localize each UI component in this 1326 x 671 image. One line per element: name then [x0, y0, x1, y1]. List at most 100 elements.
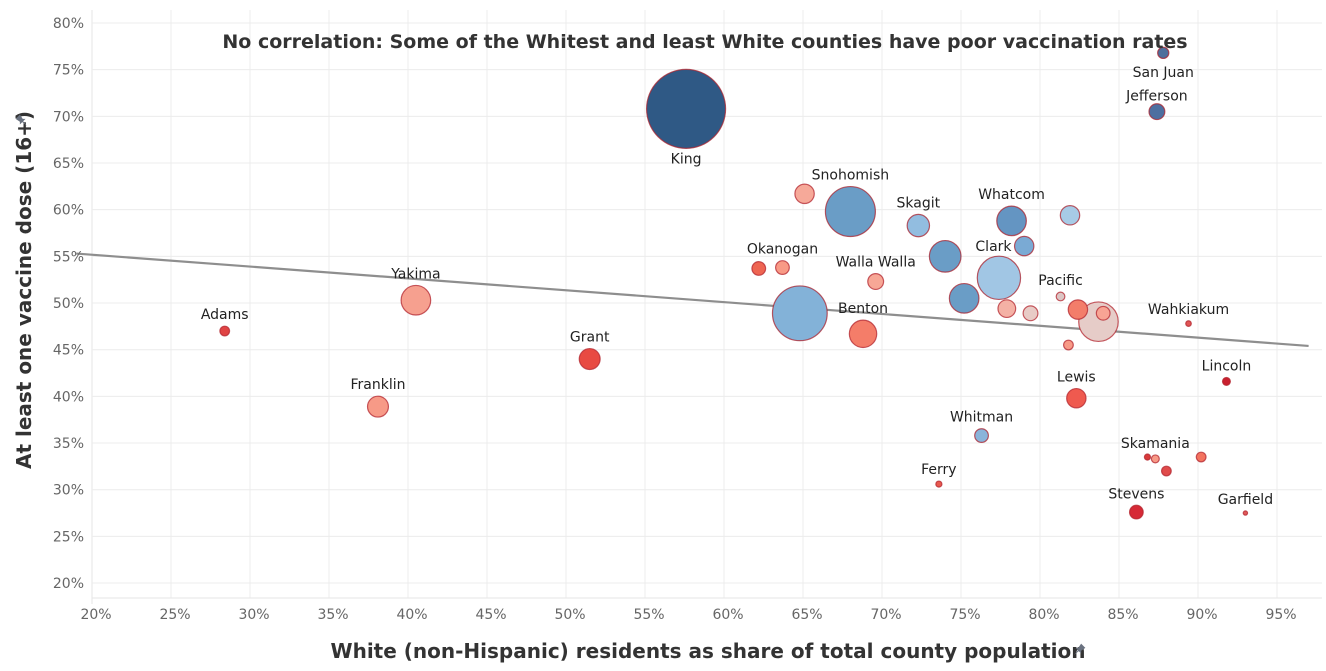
point-label: Yakima	[390, 266, 440, 282]
x-tick-label: 95%	[1265, 607, 1296, 623]
point-label: Wahkiakum	[1148, 302, 1229, 318]
y-tick-label: 30%	[53, 483, 84, 499]
y-tick-label: 70%	[53, 109, 84, 125]
point-label: Lewis	[1057, 370, 1096, 386]
data-point	[1059, 205, 1081, 226]
point-label: Benton	[838, 301, 888, 317]
point-label: Ferry	[921, 462, 956, 478]
data-point	[974, 428, 989, 444]
x-ticks: 20% 25% 30% 35% 40% 45% 50% 55% 60% 65% 70% 75% 80% 8…	[80, 607, 1296, 623]
grid	[91, 10, 1322, 604]
y-axis-pin-icon[interactable]	[15, 114, 30, 129]
data-point	[824, 185, 876, 238]
data-point	[578, 347, 601, 371]
data-point	[775, 260, 790, 275]
x-tick-label: 20%	[80, 607, 111, 623]
data-point	[1066, 387, 1087, 409]
point-label: Jefferson	[1125, 89, 1188, 105]
y-axis-title: At least one vaccine dose (16+)	[12, 111, 36, 469]
point-labels: King San Juan Jefferson Snohomish Skagit What…	[201, 65, 1273, 508]
y-tick-label: 20%	[53, 576, 84, 592]
x-tick-label: 55%	[633, 607, 664, 623]
data-point	[1160, 465, 1172, 477]
y-ticks: 20% 25% 30% 35% 40% 45% 50% 55% 60% 65% 70% 75% 80%	[53, 16, 84, 592]
data-point	[997, 299, 1017, 319]
point-label: Adams	[201, 307, 249, 323]
point-label: Garfield	[1218, 492, 1273, 508]
x-tick-label: 80%	[1028, 607, 1059, 623]
data-point	[794, 183, 815, 205]
y-tick-label: 25%	[53, 529, 84, 545]
chart-title: No correlation: Some of the Whitest and …	[222, 31, 1187, 53]
point-label: Whatcom	[978, 187, 1045, 203]
point-label: Skamania	[1121, 436, 1190, 452]
x-axis-title: White (non-Hispanic) residents as share …	[331, 639, 1086, 663]
data-point	[1013, 235, 1035, 257]
point-label: Stevens	[1108, 486, 1164, 502]
point-label: Snohomish	[812, 168, 889, 184]
data-point	[1150, 454, 1160, 464]
data-point	[1157, 46, 1170, 60]
data-point	[1067, 299, 1089, 320]
x-tick-label: 25%	[159, 607, 190, 623]
point-label: Whitman	[950, 410, 1013, 426]
point-label: Walla Walla	[836, 255, 916, 271]
y-tick-label: 75%	[53, 63, 84, 79]
x-tick-label: 50%	[554, 607, 585, 623]
data-point	[1022, 305, 1039, 322]
data-point	[1063, 339, 1074, 351]
trend-line-group	[76, 252, 1309, 348]
x-tick-label: 85%	[1107, 607, 1138, 623]
data-point	[366, 395, 390, 418]
y-tick-label: 80%	[53, 16, 84, 32]
x-tick-label: 45%	[475, 607, 506, 623]
point-label: Franklin	[350, 377, 405, 393]
data-point	[948, 282, 980, 314]
point-label: Pacific	[1038, 273, 1083, 289]
point-label: Clark	[975, 239, 1012, 255]
data-point	[219, 325, 231, 337]
data-point	[848, 319, 878, 349]
points	[219, 46, 1249, 520]
data-point	[867, 273, 885, 291]
data-point	[1148, 103, 1166, 121]
x-tick-label: 65%	[791, 607, 822, 623]
point-label: Okanogan	[747, 242, 818, 258]
y-tick-label: 50%	[53, 296, 84, 312]
point-label: Grant	[570, 330, 610, 346]
data-point	[400, 284, 432, 316]
data-point	[645, 68, 727, 149]
x-tick-label: 75%	[949, 607, 980, 623]
data-point	[976, 255, 1022, 301]
point-label: Skagit	[897, 195, 941, 211]
x-tick-label: 90%	[1186, 607, 1217, 623]
data-point	[751, 261, 767, 276]
x-tick-label: 35%	[317, 607, 348, 623]
data-point	[928, 239, 962, 273]
y-tick-label: 60%	[53, 203, 84, 219]
data-point	[1242, 510, 1249, 516]
trend-line	[76, 252, 1309, 348]
point-label: King	[671, 151, 702, 167]
y-tick-label: 55%	[53, 249, 84, 265]
data-point	[906, 213, 931, 238]
point-label: San Juan	[1133, 65, 1194, 81]
data-point	[1128, 504, 1144, 520]
point-label: Lincoln	[1202, 358, 1252, 374]
data-point	[996, 205, 1027, 237]
x-tick-label: 70%	[870, 607, 901, 623]
x-tick-label: 60%	[712, 607, 743, 623]
y-tick-label: 65%	[53, 156, 84, 172]
x-tick-label: 40%	[396, 607, 427, 623]
data-point	[935, 480, 943, 488]
y-tick-label: 40%	[53, 389, 84, 405]
x-axis-pin-icon[interactable]	[1071, 643, 1086, 658]
data-point	[1095, 305, 1111, 321]
data-point	[1055, 291, 1066, 302]
data-point	[1143, 453, 1152, 461]
data-point	[771, 285, 828, 342]
data-point	[1221, 376, 1231, 386]
data-point	[1185, 320, 1192, 327]
x-tick-label: 30%	[238, 607, 269, 623]
